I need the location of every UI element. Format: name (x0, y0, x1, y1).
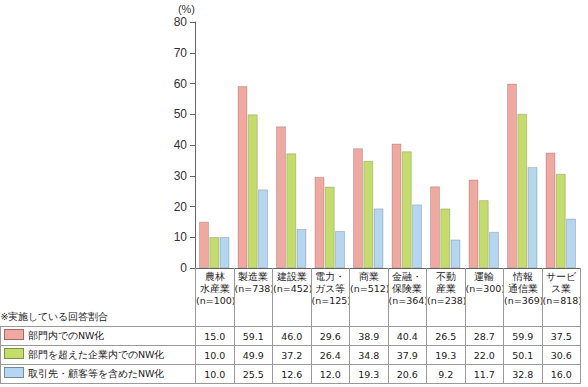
html-text:46.0: 46.0 (281, 330, 303, 342)
html-text:19.3: 19.3 (358, 368, 380, 380)
html-text:59.9: 59.9 (512, 330, 534, 342)
html-text:12.0: 12.0 (319, 368, 341, 380)
html-text:38.9: 38.9 (358, 330, 380, 342)
html-text:29.6: 29.6 (319, 330, 341, 342)
html-text:10.0: 10.0 (204, 368, 226, 380)
html-text:37.9: 37.9 (396, 349, 418, 361)
html-text:19.3: 19.3 (435, 349, 457, 361)
html-text:22.0: 22.0 (473, 349, 495, 361)
html-text:10.0: 10.0 (204, 349, 226, 361)
svg-text:20: 20 (174, 200, 188, 214)
html-text:取引先・顧客等を含めたNW化: 取引先・顧客等を含めたNW化 (28, 368, 165, 379)
html-text:部門を超えた企業内でのNW化: 部門を超えた企業内でのNW化 (28, 349, 165, 360)
html-text:28.7: 28.7 (473, 330, 495, 342)
html-text:12.6: 12.6 (281, 368, 303, 380)
html-text:30.6: 30.6 (550, 349, 572, 361)
svg-text:(%): (%) (178, 3, 195, 15)
html-text:37.5: 37.5 (550, 330, 572, 342)
html-text:40.4: 40.4 (396, 330, 418, 342)
html-text:11.7: 11.7 (473, 368, 495, 380)
svg-text:50: 50 (174, 107, 188, 121)
html-text:34.8: 34.8 (358, 349, 380, 361)
html-text:25.5: 25.5 (242, 368, 264, 380)
html-text:26.4: 26.4 (319, 349, 341, 361)
html-text:50.1: 50.1 (512, 349, 534, 361)
html-text:16.0: 16.0 (550, 368, 572, 380)
html-text:9.2: 9.2 (438, 368, 454, 380)
html-text:32.8: 32.8 (512, 368, 534, 380)
svg-text:70: 70 (174, 46, 188, 60)
html-text:59.1: 59.1 (242, 330, 264, 342)
svg-text:0: 0 (180, 261, 187, 275)
svg-text:80: 80 (174, 15, 188, 29)
html-text:20.6: 20.6 (396, 368, 418, 380)
html-text:26.5: 26.5 (435, 330, 457, 342)
svg-text:60: 60 (174, 77, 188, 91)
html-text:49.9: 49.9 (242, 349, 264, 361)
svg-text:30: 30 (174, 169, 188, 183)
html-text:37.2: 37.2 (281, 349, 303, 361)
svg-text:40: 40 (174, 138, 188, 152)
html-text:※実施している回答割合: ※実施している回答割合 (0, 311, 109, 322)
svg-text:10: 10 (174, 230, 188, 244)
html-text:部門内でのNW化: 部門内でのNW化 (28, 330, 105, 341)
html-text:15.0: 15.0 (204, 330, 226, 342)
